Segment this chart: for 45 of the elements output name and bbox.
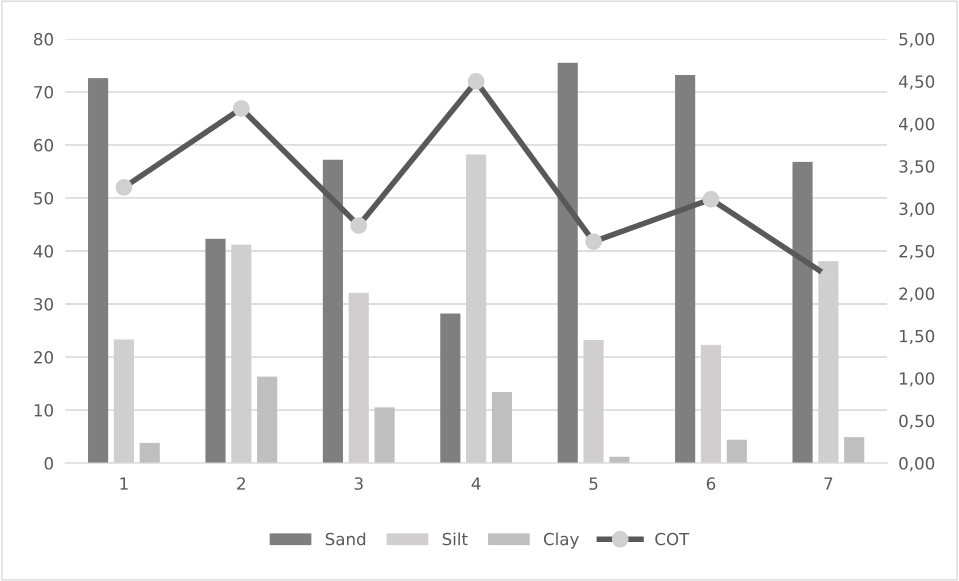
bar bbox=[726, 440, 747, 464]
legend-label: Clay bbox=[544, 532, 579, 549]
y2-tick-label: 1,00 bbox=[900, 372, 934, 386]
x-tick-label: 4 bbox=[472, 477, 481, 490]
bar bbox=[492, 392, 512, 464]
y2-tick-label: 2,00 bbox=[899, 287, 934, 302]
bar bbox=[844, 437, 864, 464]
y-tick-label: 60 bbox=[34, 138, 53, 152]
y2-tick-label: 4,00 bbox=[899, 118, 934, 132]
y-tick-label: 50 bbox=[34, 192, 53, 205]
bar bbox=[675, 74, 696, 464]
x-tick-label: 5 bbox=[590, 477, 598, 490]
legend-label: COT bbox=[655, 532, 690, 546]
y-tick-label: 10 bbox=[34, 404, 53, 417]
y-tick-label: 30 bbox=[34, 298, 53, 311]
y2-tick-label: 0,50 bbox=[899, 414, 934, 429]
y-tick-label: 0 bbox=[44, 457, 53, 470]
bar bbox=[88, 78, 108, 464]
x-tick-label: 2 bbox=[237, 477, 245, 490]
x-tick-label: 6 bbox=[706, 477, 716, 490]
bar bbox=[558, 62, 578, 464]
x-tick-label: 1 bbox=[120, 477, 128, 490]
y2-tick-label: 0,00 bbox=[899, 457, 934, 472]
y2-tick-label: 2,50 bbox=[899, 244, 934, 260]
legend-label: Silt bbox=[442, 532, 468, 546]
bar bbox=[609, 456, 630, 464]
bar bbox=[322, 160, 343, 464]
y2-tick-label: 4,50 bbox=[899, 75, 934, 90]
y-tick-label: 80 bbox=[34, 32, 53, 46]
bar bbox=[257, 376, 278, 464]
y-tick-label: 40 bbox=[34, 244, 53, 258]
bar bbox=[374, 407, 395, 464]
x-tick-label: 3 bbox=[354, 477, 363, 490]
y2-tick-label: 3,50 bbox=[899, 160, 934, 174]
bar bbox=[792, 162, 813, 464]
y2-tick-label: 3,00 bbox=[899, 202, 934, 217]
legend-label: Sand bbox=[326, 532, 366, 546]
bar bbox=[440, 314, 460, 464]
x-tick-label: 7 bbox=[824, 477, 832, 490]
y-tick-label: 70 bbox=[34, 86, 53, 99]
bar bbox=[205, 238, 226, 464]
y2-tick-label: 5,00 bbox=[899, 32, 934, 48]
y-tick-label: 20 bbox=[34, 350, 53, 364]
y2-tick-label: 1,50 bbox=[900, 330, 934, 344]
bar bbox=[140, 442, 160, 464]
